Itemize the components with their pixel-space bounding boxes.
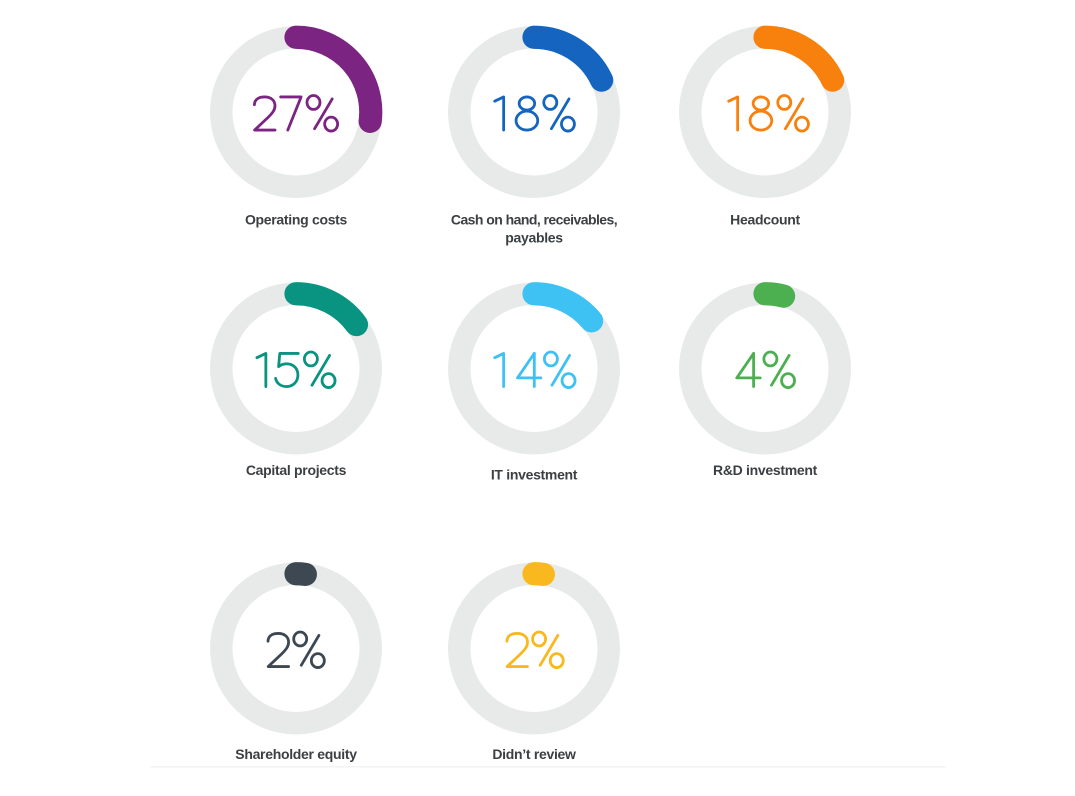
svg-text:Operating costs: Operating costs xyxy=(245,212,348,228)
svg-text:R&D investment: R&D investment xyxy=(713,462,818,478)
svg-text:IT investment: IT investment xyxy=(491,467,578,483)
svg-text:Headcount: Headcount xyxy=(730,212,800,228)
svg-text:payables: payables xyxy=(505,230,563,246)
svg-text:Didn’t review: Didn’t review xyxy=(492,746,576,762)
svg-text:Capital projects: Capital projects xyxy=(246,462,347,478)
svg-text:Cash on hand, receivables,: Cash on hand, receivables, xyxy=(451,212,617,228)
svg-text:Shareholder equity: Shareholder equity xyxy=(235,746,357,762)
